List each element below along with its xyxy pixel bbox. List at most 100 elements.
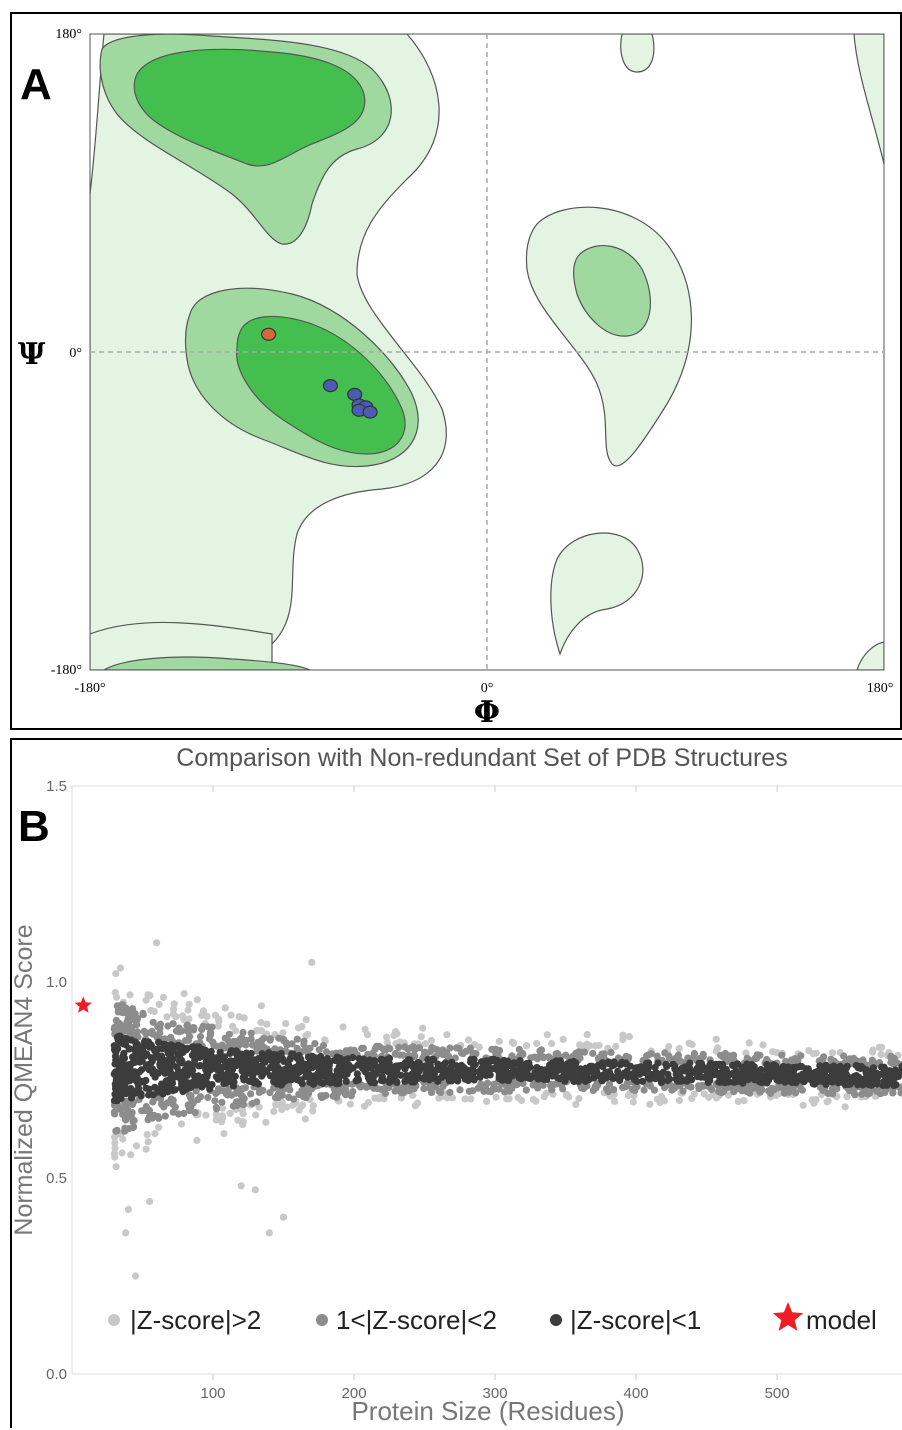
reference-point-z-lt-1 (263, 1068, 271, 1076)
reference-point-z-gt-2 (629, 1098, 638, 1106)
reference-point-z-gt-2 (421, 1040, 429, 1048)
reference-point-z-1-2 (824, 1089, 832, 1098)
reference-point-z-lt-1 (868, 1080, 876, 1088)
reference-point-z-1-2 (211, 1097, 219, 1105)
reference-point-z-1-2 (111, 1025, 119, 1033)
reference-point-z-lt-1 (426, 1061, 434, 1069)
reference-point-z-gt-2 (435, 1094, 443, 1102)
reference-point-z-gt-2 (841, 1103, 849, 1111)
reference-point-z-lt-1 (756, 1069, 764, 1077)
reference-structures-cloud (110, 939, 902, 1280)
reference-point-z-lt-1 (342, 1077, 350, 1085)
reference-point-z-lt-1 (228, 1071, 236, 1079)
reference-point-z-lt-1 (134, 1084, 143, 1092)
reference-point-z-lt-1 (633, 1068, 641, 1076)
reference-point-z-gt-2 (675, 1044, 683, 1053)
reference-point-z-lt-1 (286, 1055, 294, 1063)
reference-point-z-gt-2 (177, 1120, 186, 1128)
reference-point-z-lt-1 (134, 1056, 142, 1065)
reference-point-z-1-2 (110, 1108, 118, 1116)
reference-point-z-lt-1 (125, 1045, 133, 1053)
reference-point-z-lt-1 (337, 1062, 345, 1070)
reference-point-z-lt-1 (384, 1062, 392, 1070)
reference-point-z-lt-1 (559, 1063, 567, 1071)
reference-point-z-lt-1 (663, 1062, 671, 1070)
reference-point-z-1-2 (674, 1051, 683, 1059)
reference-point-z-gt-2 (198, 1011, 206, 1020)
legend-label: model (806, 1305, 877, 1335)
reference-point-z-lt-1 (664, 1070, 672, 1078)
reference-point-z-gt-2 (203, 1012, 211, 1020)
reference-point-z-lt-1 (575, 1077, 583, 1085)
reference-point-z-lt-1 (168, 1061, 177, 1069)
reference-point-z-1-2 (149, 1098, 157, 1106)
reference-point-z-lt-1 (213, 1066, 221, 1074)
reference-point-z-1-2 (472, 1050, 480, 1058)
reference-point-z-lt-1 (239, 1073, 247, 1082)
reference-point-z-lt-1 (735, 1072, 743, 1080)
reference-point-z-1-2 (489, 1084, 497, 1092)
reference-point-z-1-2 (122, 1104, 130, 1112)
reference-point-z-lt-1 (623, 1067, 631, 1075)
reference-point-z-lt-1 (289, 1068, 297, 1076)
reference-point-z-gt-2 (295, 1106, 303, 1114)
reference-point-z-lt-1 (174, 1051, 182, 1059)
reference-point-z-lt-1 (125, 1067, 133, 1075)
reference-point-z-lt-1 (672, 1066, 681, 1074)
reference-point-z-gt-2 (240, 1014, 248, 1022)
reference-point-z-lt-1 (135, 1078, 143, 1086)
reference-point-z-gt-2 (759, 1041, 767, 1049)
reference-point-z-lt-1 (112, 1085, 120, 1093)
reference-point-z-gt-2 (212, 1116, 220, 1124)
reference-point-z-lt-1 (141, 1052, 149, 1060)
reference-point-z-lt-1 (637, 1063, 646, 1071)
reference-point-z-lt-1 (686, 1059, 694, 1067)
reference-point-z-gt-2 (294, 1024, 303, 1032)
reference-point-z-lt-1 (780, 1071, 789, 1079)
reference-point-z-lt-1 (879, 1081, 887, 1090)
legend-label: |Z-score|>2 (130, 1305, 261, 1335)
reference-point-z-lt-1 (198, 1083, 206, 1091)
reference-point-z-gt-2 (559, 1035, 567, 1043)
reference-point-z-1-2 (859, 1056, 867, 1064)
reference-point-z-lt-1 (345, 1061, 353, 1069)
reference-point-z-lt-1 (325, 1065, 333, 1073)
reference-point-z-1-2 (687, 1083, 695, 1091)
reference-point-z-lt-1 (119, 1040, 127, 1048)
reference-point-z-gt-2 (265, 1229, 273, 1237)
allowed-region-left-handed (573, 245, 651, 337)
reference-point-z-gt-2 (483, 1097, 491, 1105)
reference-point-z-lt-1 (423, 1070, 431, 1078)
reference-point-z-gt-2 (279, 1213, 288, 1221)
reference-point-z-gt-2 (714, 1044, 722, 1052)
reference-point-z-1-2 (280, 1035, 288, 1043)
reference-point-z-gt-2 (159, 993, 168, 1002)
reference-point-z-gt-2 (823, 1098, 831, 1106)
reference-point-z-lt-1 (296, 1077, 304, 1085)
reference-point-z-gt-2 (309, 1102, 317, 1110)
reference-point-z-lt-1 (862, 1066, 870, 1074)
y-tick-bottom: -180° (51, 663, 82, 678)
reference-point-z-lt-1 (802, 1071, 810, 1079)
reference-point-z-lt-1 (327, 1072, 335, 1080)
reference-point-z-lt-1 (196, 1062, 204, 1070)
reference-point-z-1-2 (668, 1086, 676, 1094)
reference-point-z-gt-2 (218, 1118, 226, 1126)
reference-point-z-lt-1 (561, 1077, 569, 1085)
reference-point-z-1-2 (865, 1090, 873, 1098)
reference-point-z-1-2 (266, 1035, 274, 1043)
x-tick-middle: 0° (481, 681, 494, 696)
reference-point-z-gt-2 (712, 1035, 720, 1043)
reference-point-z-lt-1 (538, 1073, 546, 1081)
x-tick-label: 200 (342, 1385, 367, 1402)
reference-point-z-lt-1 (843, 1076, 851, 1084)
generous-region-top-right (620, 34, 655, 73)
reference-point-z-lt-1 (273, 1057, 281, 1065)
reference-point-z-lt-1 (133, 1040, 141, 1048)
reference-point-z-1-2 (175, 1024, 183, 1032)
reference-point-z-lt-1 (564, 1068, 572, 1076)
reference-point-z-gt-2 (272, 1101, 280, 1109)
reference-point-z-gt-2 (392, 1028, 400, 1036)
reference-point-z-1-2 (317, 1092, 325, 1100)
reference-point-z-lt-1 (420, 1064, 428, 1073)
